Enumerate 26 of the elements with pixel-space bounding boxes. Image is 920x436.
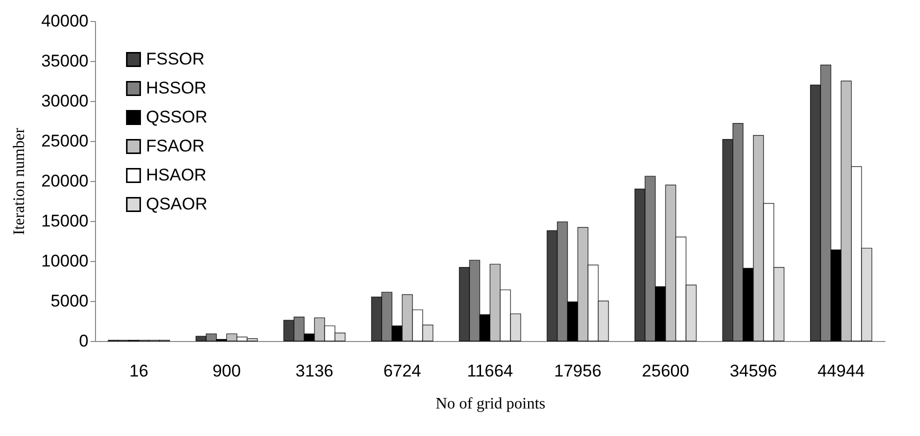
legend-label: QSSOR	[146, 108, 208, 126]
y-tick-label: 35000	[41, 52, 88, 70]
y-axis-title: Iteration number	[11, 127, 28, 236]
legend-label: QSAOR	[146, 194, 208, 214]
x-tick-label: 25600	[642, 362, 690, 380]
legend-label: FSSOR	[146, 50, 205, 68]
x-tick-label: 16	[129, 362, 148, 380]
y-tick-label: 0	[79, 332, 88, 350]
x-tick-label: 34596	[730, 362, 777, 380]
y-tick-label: 25000	[41, 132, 88, 150]
x-tick-label: 3136	[296, 362, 334, 380]
y-tick-label: 10000	[41, 252, 88, 270]
x-tick-label: 6724	[383, 362, 422, 380]
x-tick-label: 44944	[817, 362, 865, 380]
y-tick-label: 30000	[41, 92, 88, 110]
x-tick-label: 900	[212, 362, 241, 380]
x-tick-label: 11664	[466, 362, 514, 380]
y-tick-label: 20000	[41, 172, 88, 190]
legend-label: FSAOR	[146, 136, 205, 156]
x-axis-title: No of grid points	[436, 396, 546, 412]
y-tick-label: 5000	[50, 292, 88, 310]
legend-label: HSSOR	[146, 78, 206, 98]
y-tick-label: 40000	[41, 12, 88, 30]
legend-label: HSAOR	[146, 166, 206, 184]
x-tick-label: 17956	[554, 362, 602, 380]
y-tick-label: 15000	[41, 212, 88, 230]
